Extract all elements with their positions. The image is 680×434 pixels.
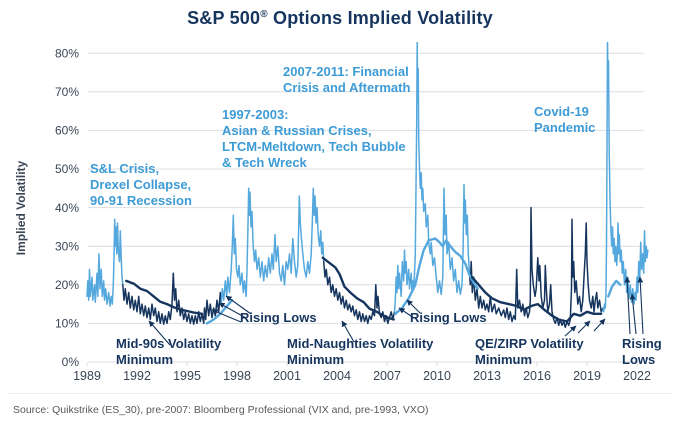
annotation-arrow-5 xyxy=(341,320,355,343)
chart-title: S&P 500® Options Implied Volatility xyxy=(0,8,680,29)
annotation-arrow-7 xyxy=(406,299,421,314)
x-tick-label: 1989 xyxy=(73,369,101,383)
trend-rising-lows-post-covid xyxy=(607,279,622,298)
x-tick-label: 2001 xyxy=(273,369,301,383)
x-tick-label: 2007 xyxy=(373,369,401,383)
annotation-arrow-2 xyxy=(211,309,242,323)
footer-divider xyxy=(8,393,672,394)
x-tick-label: 2010 xyxy=(423,369,451,383)
annotation-arrow-3 xyxy=(218,302,247,319)
y-tick-label: 60% xyxy=(55,124,79,138)
series-1991-1997-mid-90s xyxy=(122,272,222,325)
x-tick-label: 1995 xyxy=(173,369,201,383)
y-tick-label: 50% xyxy=(55,162,79,176)
trend-rising-lows-2008 xyxy=(394,237,479,315)
x-tick-label: 2004 xyxy=(323,369,351,383)
y-tick-label: 80% xyxy=(55,46,79,60)
x-tick-label: 1998 xyxy=(223,369,251,383)
series-1989-1991-sl-crisis xyxy=(86,218,124,307)
series-2007-2011-financial-crisis xyxy=(393,42,471,313)
x-tick-label: 2013 xyxy=(473,369,501,383)
y-tick-label: 70% xyxy=(55,85,79,99)
series-2012-2019-qe-zirp xyxy=(468,206,604,329)
series-2003-2007-mid-naughties xyxy=(322,260,396,325)
x-tick-label: 2016 xyxy=(523,369,551,383)
chart-title-text-rest: Options Implied Volatility xyxy=(267,8,493,28)
annotation-arrow-6 xyxy=(398,307,415,319)
series-1997-2003-crises xyxy=(220,187,325,305)
y-tick-label: 0% xyxy=(62,355,80,369)
trend-mid-naughties-declining-lows xyxy=(321,256,395,321)
y-tick-label: 10% xyxy=(55,317,79,331)
annotation-arrow-10 xyxy=(593,318,606,332)
annotation-arrow-13 xyxy=(637,276,644,335)
x-tick-label: 1992 xyxy=(123,369,151,383)
annotation-arrow-1 xyxy=(148,320,171,346)
registered-trademark-symbol: ® xyxy=(260,9,268,20)
chart-title-text: S&P 500 xyxy=(187,8,261,28)
y-tick-label: 40% xyxy=(55,201,79,215)
annotation-arrow-9 xyxy=(577,320,591,334)
y-tick-label: 20% xyxy=(55,278,79,292)
y-tick-label: 30% xyxy=(55,239,79,253)
annotation-arrow-11 xyxy=(624,276,631,335)
annotation-arrow-12 xyxy=(629,293,637,335)
x-tick-label: 2019 xyxy=(573,369,601,383)
x-tick-label: 2022 xyxy=(623,369,651,383)
trend-qe-zirp-declining-lows xyxy=(470,275,603,323)
annotation-arrow-4 xyxy=(225,295,252,315)
series-2020-2022-covid xyxy=(602,42,649,313)
trend-mid-90s-declining-lows xyxy=(124,279,204,315)
annotation-arrow-8 xyxy=(564,325,577,337)
